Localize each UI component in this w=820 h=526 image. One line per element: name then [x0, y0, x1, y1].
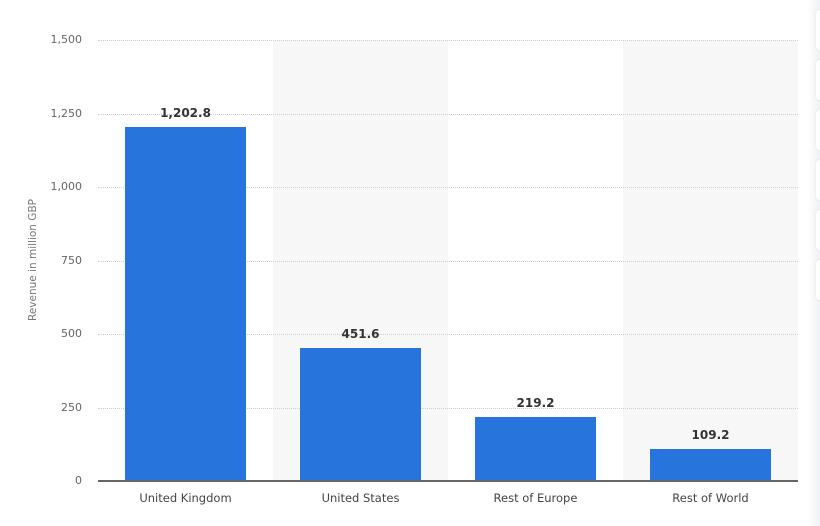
x-tick-label: United Kingdom: [139, 491, 232, 505]
gridline: [98, 40, 798, 41]
y-tick-label: 1,500: [50, 33, 83, 46]
gridline: [98, 334, 798, 335]
x-tick-label: Rest of World: [672, 491, 749, 505]
x-axis-line: [98, 480, 798, 482]
gridline: [98, 113, 798, 115]
data-label: 451.6: [341, 327, 380, 342]
y-tick-label: 0: [75, 474, 82, 487]
gridline: [98, 187, 798, 188]
y-tick-label: 250: [61, 400, 82, 414]
x-tick-label: United States: [321, 491, 400, 505]
side-card[interactable]: [816, 10, 820, 50]
side-card[interactable]: [816, 260, 820, 300]
bar[interactable]: [650, 448, 771, 481]
side-card[interactable]: [816, 210, 820, 250]
bar[interactable]: [475, 416, 596, 481]
gridline: [98, 407, 798, 409]
gridline: [98, 260, 798, 262]
side-card[interactable]: [816, 110, 820, 150]
side-card[interactable]: [816, 160, 820, 200]
data-label: 219.2: [516, 395, 555, 410]
x-tick-label: Rest of Europe: [493, 491, 578, 505]
data-label: 109.2: [691, 427, 730, 442]
data-label: 1,202.8: [160, 106, 211, 121]
bar[interactable]: [125, 127, 246, 481]
y-tick-label: 500: [61, 327, 82, 340]
y-tick-label: 750: [61, 253, 82, 267]
y-tick-label: 1,000: [50, 180, 83, 193]
y-axis-label: Revenue in million GBP: [27, 199, 39, 321]
bar[interactable]: [300, 348, 421, 481]
y-tick-label: 1,250: [50, 106, 83, 120]
side-card[interactable]: [816, 60, 820, 100]
